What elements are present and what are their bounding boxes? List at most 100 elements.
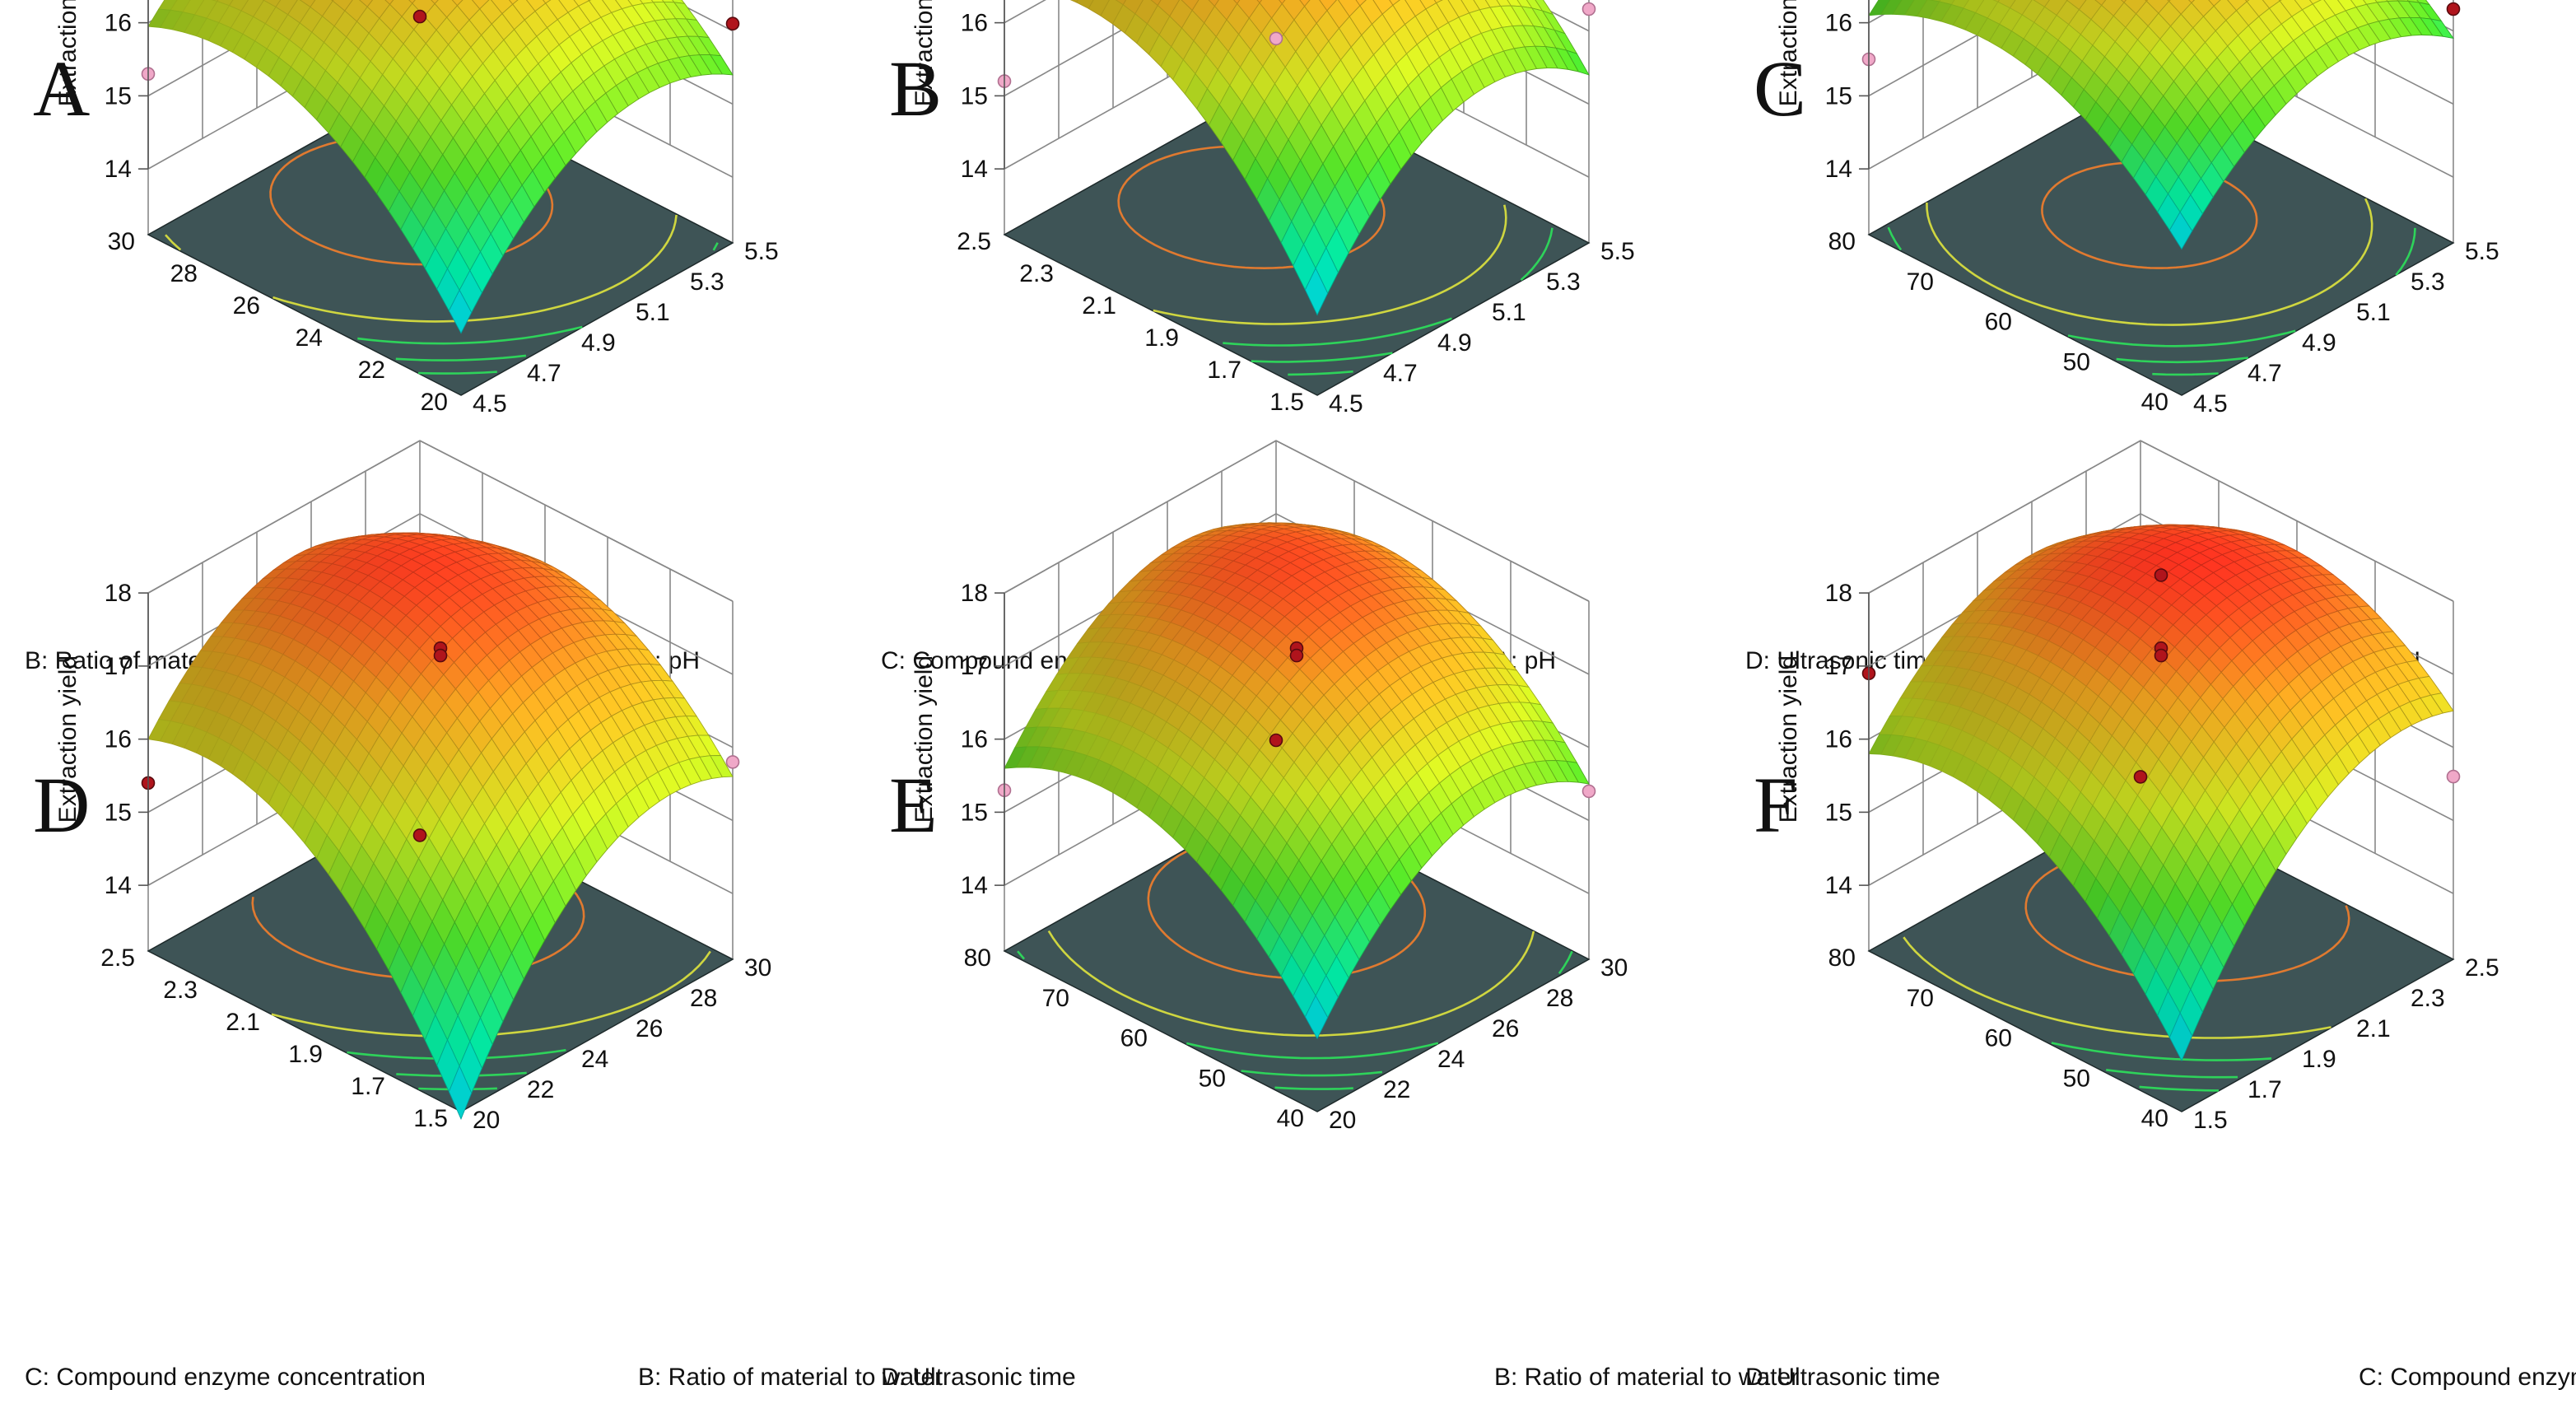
surface-facet xyxy=(508,0,519,5)
contour-line xyxy=(357,242,719,345)
z-tick-label: 18 xyxy=(105,580,132,607)
contour-line xyxy=(2152,372,2219,376)
left-axis-tick-label: 1.7 xyxy=(1207,357,1241,384)
contour-line xyxy=(2139,1085,2220,1092)
back-gridline xyxy=(147,440,734,602)
surface-facet xyxy=(451,0,463,7)
back-gridline xyxy=(1004,512,1590,675)
z-tick-label: 17 xyxy=(1825,653,1852,680)
z-tick-label: 15 xyxy=(105,799,132,826)
design-point xyxy=(1269,31,1283,46)
panel-letter: B xyxy=(889,44,942,133)
contour-line xyxy=(1017,950,1573,1060)
design-point xyxy=(2154,568,2168,582)
contour-line xyxy=(1223,227,1554,347)
right-axis-tick-label: 1.7 xyxy=(2248,1076,2282,1103)
left-axis-tick-label: 1.5 xyxy=(413,1105,448,1132)
surface-facet xyxy=(448,289,473,334)
design-point xyxy=(2446,769,2461,784)
left-axis-tick-label: 26 xyxy=(233,292,260,319)
left-axis-tick-label: 40 xyxy=(1277,1105,1304,1132)
surface-facet xyxy=(1208,0,1219,7)
right-axis-title: B: Ratio of material to water xyxy=(1494,1364,1799,1391)
left-axis-tick-label: 40 xyxy=(2141,1105,2168,1132)
right-axis-tick-label: 24 xyxy=(581,1046,608,1073)
surface-facet xyxy=(384,0,394,5)
z-tick-label: 17 xyxy=(105,653,132,680)
right-axis-title: B: Ratio of material to water xyxy=(638,1364,943,1391)
response-surface xyxy=(1004,522,1590,1040)
response-surface xyxy=(1069,0,1590,316)
z-tick-label: 14 xyxy=(961,156,988,183)
panel-letter: A xyxy=(33,44,90,133)
surface-facet xyxy=(2168,211,2193,250)
z-tick-label: 14 xyxy=(961,872,988,899)
left-axis-tick-label: 24 xyxy=(296,324,323,352)
right-axis-tick-label: 5.5 xyxy=(2465,238,2499,265)
right-axis-tick-label: 5.3 xyxy=(1546,268,1581,296)
right-axis-tick-label: 5.5 xyxy=(744,238,779,265)
right-axis-tick-label: 4.7 xyxy=(1383,360,1418,387)
left-axis-tick-label: 80 xyxy=(964,944,991,972)
surface-facet xyxy=(1076,0,1094,9)
right-axis-tick-label: 1.9 xyxy=(2302,1046,2336,1073)
design-point xyxy=(1581,784,1596,799)
left-axis-tick-label: 2.3 xyxy=(1019,260,1054,287)
left-axis-tick-label: 60 xyxy=(1985,1025,2012,1052)
surface-facet xyxy=(1355,0,1367,7)
left-axis-tick-label: 2.3 xyxy=(163,977,198,1004)
z-tick-label: 16 xyxy=(1825,726,1852,753)
right-axis-tick-label: 5.3 xyxy=(690,268,724,296)
z-tick-label: 15 xyxy=(1825,82,1852,110)
design-point xyxy=(412,9,427,24)
left-axis-tick-label: 70 xyxy=(1907,985,1934,1012)
right-axis-tick-label: 4.7 xyxy=(527,360,561,387)
right-axis-tick-label: 4.9 xyxy=(2302,329,2336,357)
right-axis-tick-label: 28 xyxy=(1546,985,1573,1012)
z-axis-title: Extraction yield xyxy=(911,0,938,106)
left-axis-title: D: Ultrasonic time xyxy=(1745,1364,1940,1391)
left-axis-title: D: Ultrasonic time xyxy=(1745,647,1940,674)
z-tick-label: 15 xyxy=(961,82,988,110)
surface-facet xyxy=(2168,1012,2193,1061)
panel-d: 14 15 16 17 18 Extraction yield 1.5 1.7 1.9 2.1 2.… xyxy=(25,440,943,1391)
right-axis-tick-label: 5.1 xyxy=(2356,299,2391,326)
left-axis-tick-label: 70 xyxy=(1042,985,1069,1012)
left-axis-tick-label: 80 xyxy=(1828,944,1856,972)
left-axis-tick-label: 2.5 xyxy=(957,228,991,255)
right-axis-tick-label: 2.3 xyxy=(2411,985,2445,1012)
right-axis-tick-label: 4.9 xyxy=(581,329,616,357)
panel-e: 14 15 16 17 18 Extraction yield 40 50 60 70 80 20 22… xyxy=(881,440,1799,1391)
right-axis-tick-label: 5.1 xyxy=(1492,299,1526,326)
design-point xyxy=(1269,733,1283,748)
design-point xyxy=(725,755,740,769)
surface-facet xyxy=(2208,0,2221,7)
left-axis-tick-label: 80 xyxy=(1828,228,1856,255)
right-axis-tick-label: 4.5 xyxy=(1329,390,1363,417)
right-axis-tick-label: 4.9 xyxy=(1437,329,1472,357)
design-point xyxy=(1581,2,1596,16)
left-axis-tick-label: 40 xyxy=(2141,389,2168,416)
contour-line xyxy=(1887,226,2416,347)
surface-facet xyxy=(358,0,374,7)
contour-line xyxy=(1288,370,1353,376)
design-point xyxy=(2154,648,2168,663)
contour-line xyxy=(1047,930,1535,1037)
left-axis-tick-label: 20 xyxy=(421,389,448,416)
right-axis-tick-label: 22 xyxy=(527,1076,554,1103)
z-tick-label: 18 xyxy=(961,580,988,607)
left-axis-tick-label: 30 xyxy=(108,228,135,255)
design-point xyxy=(725,16,740,31)
right-axis-tick-label: 5.3 xyxy=(2411,268,2445,296)
contour-line xyxy=(1251,352,1393,363)
contour-line xyxy=(1903,936,2331,1039)
contour-line xyxy=(418,371,497,375)
right-axis-tick-label: 26 xyxy=(1492,1015,1519,1042)
right-axis-tick-label: 2.1 xyxy=(2356,1015,2391,1042)
right-axis-tick-label: 22 xyxy=(1383,1076,1410,1103)
contour-line xyxy=(2106,1069,2238,1079)
contour-line xyxy=(2051,1042,2272,1061)
design-point xyxy=(1289,648,1304,663)
left-axis-tick-label: 50 xyxy=(1199,1065,1226,1092)
